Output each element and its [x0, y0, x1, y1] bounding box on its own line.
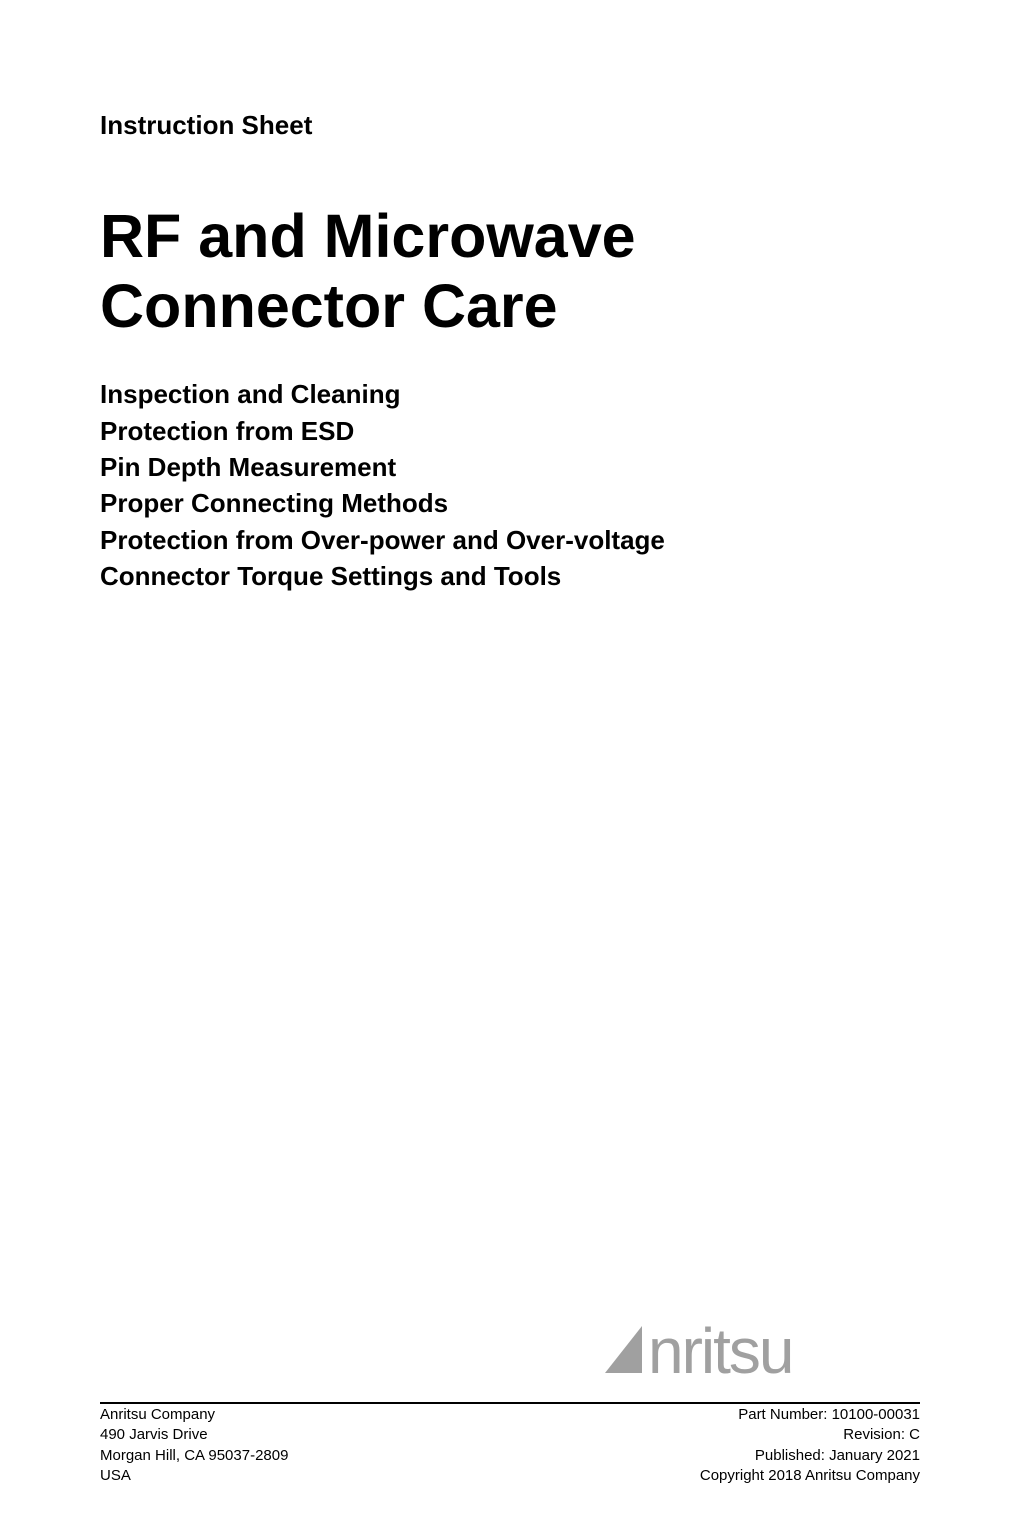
document-type-label: Instruction Sheet: [100, 110, 920, 141]
footer: Anritsu Company 490 Jarvis Drive Morgan …: [100, 1405, 920, 1486]
company-name: Anritsu Company: [100, 1405, 288, 1425]
address-line-1: 490 Jarvis Drive: [100, 1425, 288, 1445]
published-date: Published: January 2021: [700, 1446, 920, 1466]
logo-section: nritsu: [600, 1311, 920, 1396]
title-line-2: Connector Care: [100, 272, 558, 340]
svg-text:nritsu: nritsu: [648, 1315, 793, 1387]
footer-left: Anritsu Company 490 Jarvis Drive Morgan …: [100, 1405, 288, 1486]
footer-right: Part Number: 10100-00031 Revision: C Pub…: [700, 1405, 920, 1486]
subtitle-block: Inspection and Cleaning Protection from …: [100, 376, 920, 594]
footer-divider: [100, 1402, 920, 1404]
subtitle-line: Protection from Over-power and Over-volt…: [100, 522, 920, 558]
subtitle-line: Proper Connecting Methods: [100, 485, 920, 521]
copyright: Copyright 2018 Anritsu Company: [700, 1466, 920, 1486]
subtitle-line: Connector Torque Settings and Tools: [100, 558, 920, 594]
subtitle-line: Pin Depth Measurement: [100, 449, 920, 485]
address-line-2: Morgan Hill, CA 95037-2809: [100, 1446, 288, 1466]
country: USA: [100, 1466, 288, 1486]
title-line-1: RF and Microwave: [100, 202, 636, 270]
anritsu-logo: nritsu: [600, 1311, 920, 1391]
revision: Revision: C: [700, 1425, 920, 1445]
subtitle-line: Protection from ESD: [100, 413, 920, 449]
document-title: RF and Microwave Connector Care: [100, 201, 920, 341]
subtitle-line: Inspection and Cleaning: [100, 376, 920, 412]
part-number: Part Number: 10100-00031: [700, 1405, 920, 1425]
